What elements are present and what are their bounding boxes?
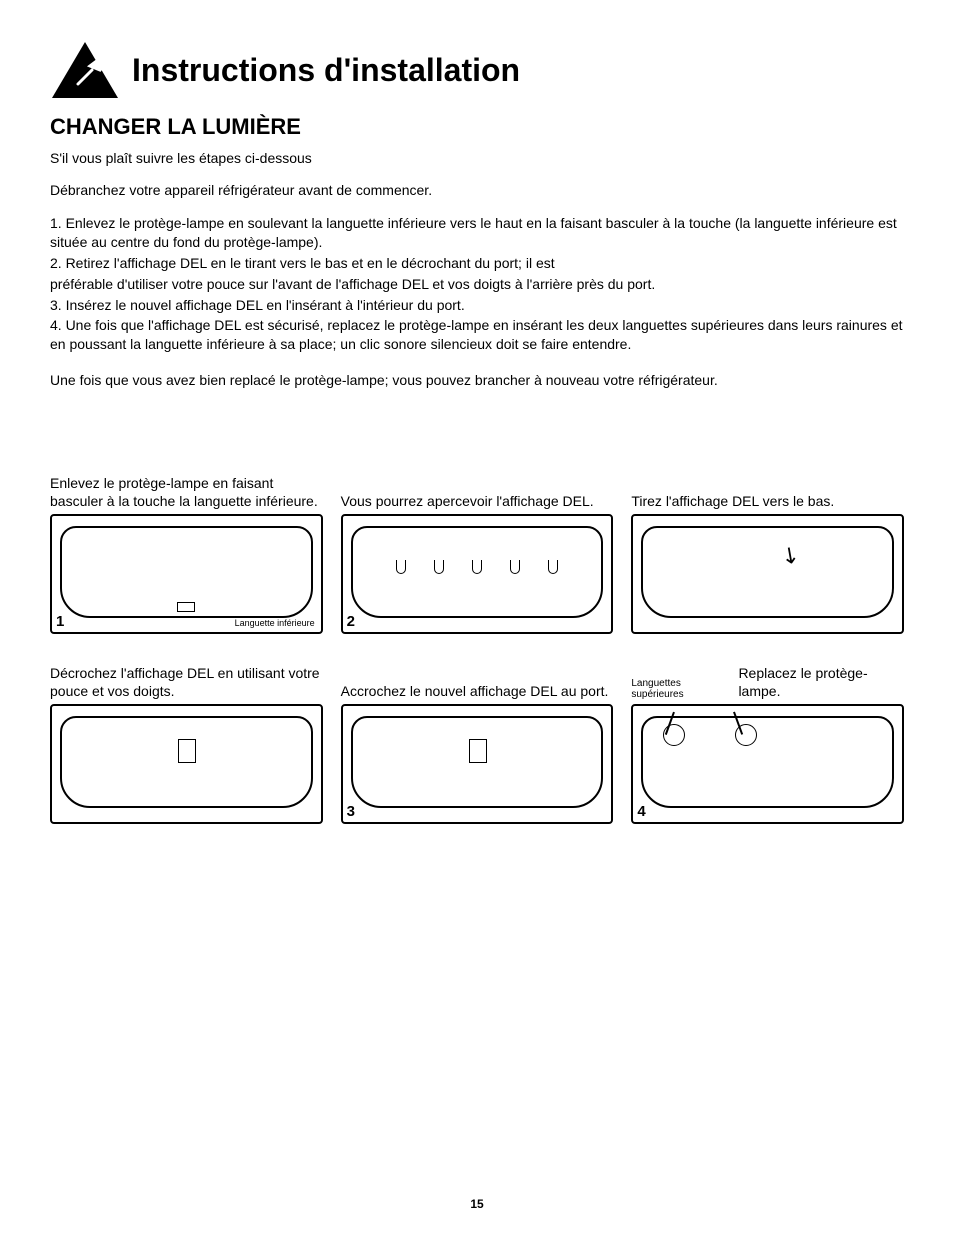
figure-box: ↘ — [631, 514, 904, 634]
step-2b: préférable d'utiliser votre pouce sur l'… — [50, 275, 904, 294]
warning-text: Débranchez votre appareil réfrigérateur … — [50, 182, 904, 198]
sub-title: CHANGER LA LUMIÈRE — [50, 114, 904, 140]
figure-row-1: Enlevez le protège-lampe en faisant basc… — [50, 458, 904, 634]
title-row: Instructions d'installation — [50, 40, 904, 100]
figure-caption: Tirez l'affichage DEL vers le bas. — [631, 458, 904, 514]
port-clip-icon — [469, 739, 487, 763]
bottom-tab-icon — [177, 602, 195, 612]
figure-cell-4: Décrochez l'affichage DEL en utilisant v… — [50, 648, 323, 824]
figure-cell-5: Accrochez le nouvel affichage DEL au por… — [341, 648, 614, 824]
figure-number: 3 — [347, 803, 355, 820]
figures-section: Enlevez le protège-lampe en faisant basc… — [50, 458, 904, 824]
intro-text: S'il vous plaît suivre les étapes ci-des… — [50, 150, 904, 166]
figure-caption: Accrochez le nouvel affichage DEL au por… — [341, 648, 614, 704]
figure-box: 1 Languette inférieure — [50, 514, 323, 634]
figure-cell-2: Vous pourrez apercevoir l'affichage DEL.… — [341, 458, 614, 634]
figure-cell-3: Tirez l'affichage DEL vers le bas. ↘ — [631, 458, 904, 634]
page-number: 15 — [0, 1197, 954, 1211]
upper-tab-circles-icon — [663, 724, 842, 746]
figure-number: 1 — [56, 613, 64, 630]
figure-row-2: Décrochez l'affichage DEL en utilisant v… — [50, 648, 904, 824]
figure-box — [50, 704, 323, 824]
figure-caption: Décrochez l'affichage DEL en utilisant v… — [50, 648, 323, 704]
page: Instructions d'installation CHANGER LA L… — [0, 0, 954, 1235]
main-title: Instructions d'installation — [132, 52, 520, 89]
figure-inner-label: Languette inférieure — [235, 618, 315, 628]
figure-box: 2 — [341, 514, 614, 634]
figure-caption: Enlevez le protège-lampe en faisant basc… — [50, 458, 323, 514]
led-slots-icon — [396, 560, 557, 574]
outro-text: Une fois que vous avez bien replacé le p… — [50, 372, 904, 388]
step-3: 3. Insérez le nouvel affichage DEL en l'… — [50, 296, 904, 315]
figure-box: 4 — [631, 704, 904, 824]
figure-cell-1: Enlevez le protège-lampe en faisant basc… — [50, 458, 323, 634]
hand-clip-icon — [178, 739, 196, 763]
figure-cell-6: Languettes supérieures Replacez le protè… — [631, 648, 904, 824]
hammer-triangle-icon — [50, 40, 120, 100]
figure-caption-main: Replacez le protège-lampe. — [738, 664, 904, 700]
upper-tabs-label: Languettes supérieures — [631, 678, 732, 700]
step-1: 1. Enlevez le protège-lampe en soulevant… — [50, 214, 904, 252]
figure-caption: Languettes supérieures Replacez le protè… — [631, 648, 904, 704]
figure-box: 3 — [341, 704, 614, 824]
step-4: 4. Une fois que l'affichage DEL est sécu… — [50, 316, 904, 354]
figure-number: 2 — [347, 613, 355, 630]
figure-number: 4 — [637, 803, 645, 820]
figure-caption: Vous pourrez apercevoir l'affichage DEL. — [341, 458, 614, 514]
steps-block: 1. Enlevez le protège-lampe en soulevant… — [50, 214, 904, 354]
lamp-cover-icon — [641, 526, 894, 618]
step-2a: 2. Retirez l'affichage DEL en le tirant … — [50, 254, 904, 273]
